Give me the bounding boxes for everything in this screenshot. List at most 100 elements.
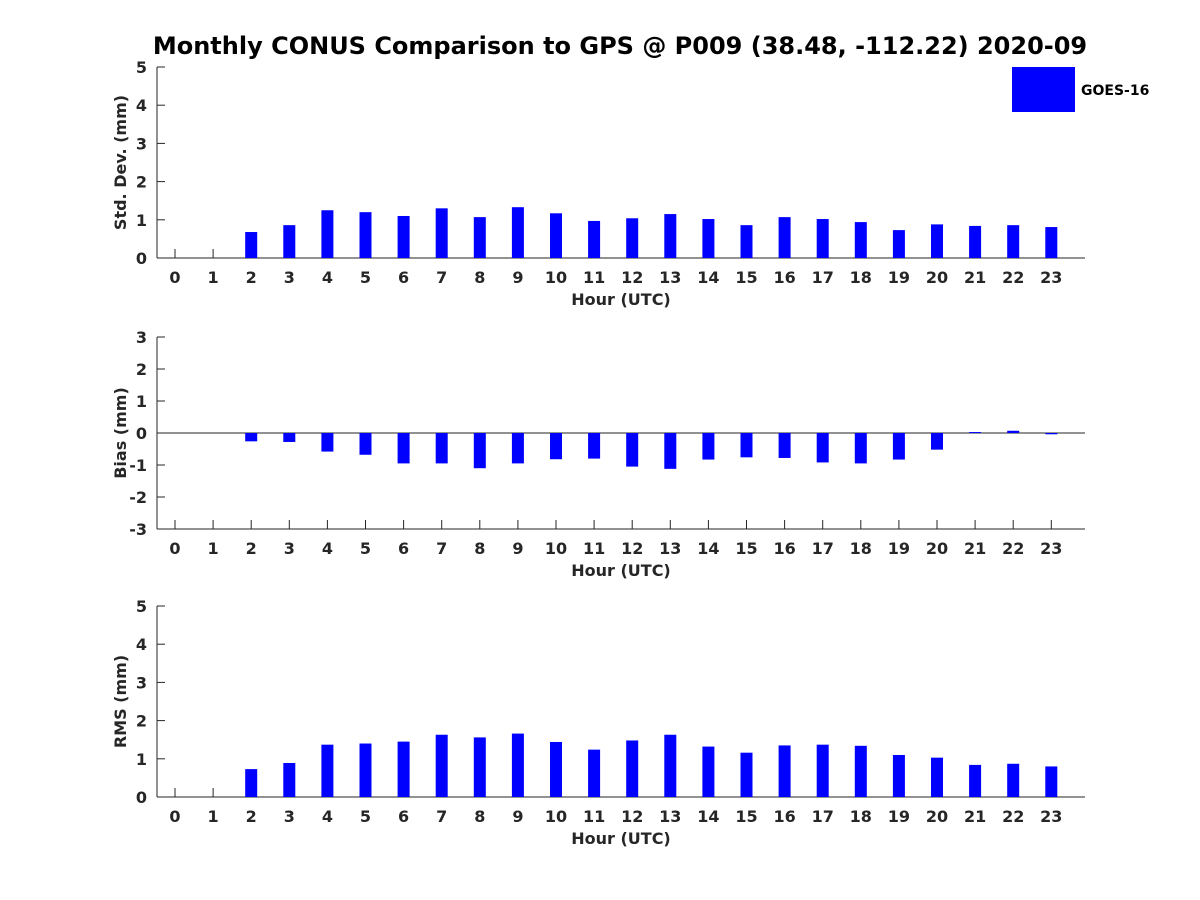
x-tick-label: 4 (322, 268, 333, 287)
x-tick-label: 6 (398, 807, 409, 826)
x-tick-label: 5 (360, 268, 371, 287)
bar (854, 222, 867, 258)
x-tick-label: 23 (1040, 268, 1062, 287)
x-tick-label: 3 (284, 807, 295, 826)
bar (740, 225, 753, 258)
y-tick-label: 5 (136, 597, 147, 616)
x-tick-label: 2 (246, 807, 257, 826)
x-tick-label: 0 (169, 539, 180, 558)
bar (1045, 433, 1058, 435)
x-tick-label: 23 (1040, 539, 1062, 558)
y-tick-label: 3 (136, 134, 147, 153)
x-tick-label: 1 (208, 539, 219, 558)
bar (321, 744, 334, 797)
bar (550, 213, 562, 258)
x-tick-label: 19 (888, 807, 910, 826)
bar (854, 745, 867, 797)
bar (359, 433, 372, 455)
bar (626, 218, 639, 258)
legend-swatch (1012, 67, 1075, 112)
x-axis-label: Hour (UTC) (571, 290, 671, 309)
bar (245, 232, 258, 258)
bar (702, 433, 715, 460)
x-tick-label: 16 (773, 807, 795, 826)
y-tick-label: 1 (136, 750, 147, 769)
x-tick-label: 11 (583, 539, 605, 558)
y-tick-label: 3 (136, 328, 147, 347)
x-tick-label: 17 (812, 807, 834, 826)
bar (702, 219, 715, 258)
x-tick-label: 3 (284, 268, 295, 287)
x-tick-label: 22 (1002, 268, 1024, 287)
bar (740, 433, 753, 458)
bar (321, 433, 334, 452)
bar (778, 217, 791, 258)
bar (931, 224, 943, 258)
bar (473, 737, 486, 797)
y-tick-label: 2 (136, 173, 147, 192)
x-tick-label: 1 (208, 268, 219, 287)
bar (321, 210, 334, 258)
x-tick-label: 12 (621, 268, 643, 287)
x-tick-label: 0 (169, 807, 180, 826)
x-tick-label: 19 (888, 539, 910, 558)
x-tick-label: 21 (964, 539, 986, 558)
y-tick-label: 4 (136, 635, 147, 654)
bar (511, 207, 524, 258)
x-tick-label: 14 (697, 268, 719, 287)
x-tick-label: 15 (735, 539, 757, 558)
x-tick-label: 10 (545, 807, 567, 826)
x-tick-label: 15 (735, 268, 757, 287)
y-tick-label: 0 (136, 788, 147, 807)
bar (931, 757, 943, 797)
x-tick-label: 7 (436, 268, 447, 287)
bar (359, 743, 372, 797)
x-tick-label: 5 (360, 807, 371, 826)
x-tick-label: 13 (659, 268, 681, 287)
bar (473, 433, 486, 469)
x-tick-label: 23 (1040, 807, 1062, 826)
bar (1007, 225, 1020, 258)
bar (778, 745, 791, 797)
bar (1007, 430, 1020, 433)
x-tick-label: 11 (583, 268, 605, 287)
x-tick-label: 15 (735, 807, 757, 826)
x-tick-label: 18 (850, 268, 872, 287)
bar (588, 220, 601, 258)
legend-label: GOES-16 (1081, 83, 1149, 99)
bar (588, 749, 601, 797)
x-tick-label: 11 (583, 807, 605, 826)
y-tick-label: 1 (136, 211, 147, 230)
bar (245, 769, 258, 797)
bar (397, 215, 410, 258)
x-tick-label: 8 (474, 268, 485, 287)
x-tick-label: 3 (284, 539, 295, 558)
bar (816, 433, 829, 463)
x-tick-label: 7 (436, 807, 447, 826)
x-tick-label: 2 (246, 268, 257, 287)
x-axis-label: Hour (UTC) (571, 829, 671, 848)
x-tick-label: 9 (512, 268, 523, 287)
bar (626, 433, 639, 467)
x-tick-label: 2 (246, 539, 257, 558)
bar (245, 433, 258, 442)
x-tick-label: 12 (621, 807, 643, 826)
x-tick-label: 9 (512, 807, 523, 826)
y-axis-label: Bias (mm) (111, 387, 130, 479)
bar (1045, 766, 1058, 797)
bar (283, 763, 296, 797)
x-tick-label: 7 (436, 539, 447, 558)
x-tick-label: 8 (474, 539, 485, 558)
x-tick-label: 18 (850, 539, 872, 558)
x-axis-label: Hour (UTC) (571, 561, 671, 580)
x-tick-label: 20 (926, 268, 948, 287)
x-tick-label: 20 (926, 539, 948, 558)
y-tick-label: -3 (129, 520, 147, 539)
y-tick-label: 3 (136, 673, 147, 692)
bar (854, 433, 867, 464)
x-tick-label: 21 (964, 807, 986, 826)
